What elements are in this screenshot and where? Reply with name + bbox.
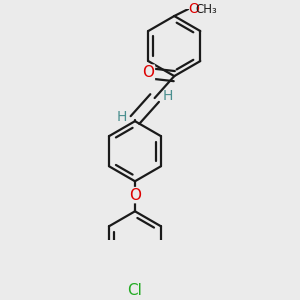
Text: Cl: Cl [128,283,142,298]
Text: O: O [189,2,200,16]
Text: O: O [129,188,141,202]
Text: H: H [116,110,127,124]
Text: CH₃: CH₃ [196,3,217,16]
Text: H: H [163,89,173,103]
Text: O: O [142,65,154,80]
